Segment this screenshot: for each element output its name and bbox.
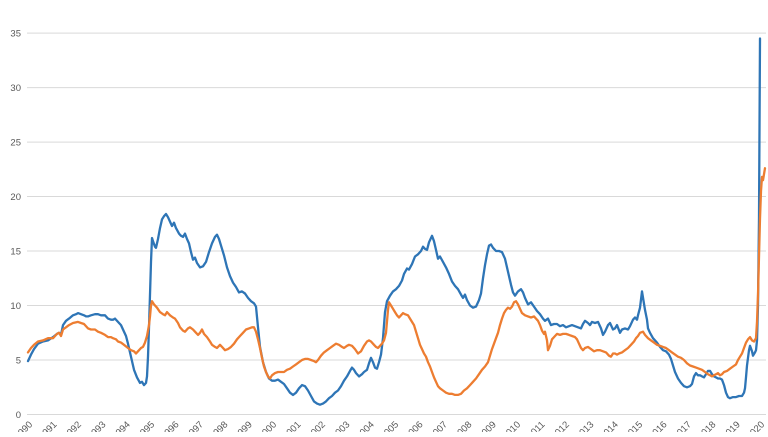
y-axis-label-25: 25	[10, 138, 21, 149]
y-axis-label-30: 30	[10, 83, 21, 94]
series-2-orange-line	[26, 167, 767, 397]
x-axis-label-1991: 1991	[37, 419, 60, 432]
x-axis-label-2020: 2020	[744, 419, 767, 432]
x-axis-label-2019: 2019	[720, 419, 743, 432]
x-axis-label-2009: 2009	[476, 419, 499, 432]
x-axis-label-2012: 2012	[549, 419, 572, 432]
x-axis-label-2001: 2001	[281, 419, 304, 432]
x-axis-label-2004: 2004	[354, 419, 377, 432]
x-axis-label-2017: 2017	[671, 419, 694, 432]
x-axis-label-2002: 2002	[305, 419, 328, 432]
y-axis-label-15: 15	[10, 246, 21, 257]
x-axis-label-2006: 2006	[403, 419, 426, 432]
y-axis-label-10: 10	[10, 301, 21, 312]
x-axis-label-1990: 1990	[12, 419, 35, 432]
gridlines	[27, 32, 766, 415]
x-axis-label-2007: 2007	[427, 419, 450, 432]
series-1-blue-line	[26, 37, 762, 406]
series-lines	[26, 37, 767, 406]
x-axis-label-2013: 2013	[574, 419, 597, 432]
x-axis-label-1997: 1997	[183, 419, 206, 432]
x-axis-label-1993: 1993	[86, 419, 109, 432]
x-axis-label-2010: 2010	[500, 419, 523, 432]
x-axis-label-2005: 2005	[378, 419, 401, 432]
y-axis-label-35: 35	[10, 29, 21, 40]
y-axis-label-20: 20	[10, 192, 21, 203]
y-axis-labels: 0 5 10 15 20 25 30 35	[10, 29, 21, 421]
x-axis-label-2016: 2016	[647, 419, 670, 432]
x-axis-label-1995: 1995	[134, 419, 157, 432]
x-axis-label-2000: 2000	[256, 419, 279, 432]
x-axis-labels: 1990 1991 1992 1993 1994 1995 1996 1997 1998 1999…	[12, 419, 767, 437]
x-axis-label-2011: 2011	[525, 419, 547, 432]
x-axis-label-1996: 1996	[159, 419, 182, 432]
x-axis-label-2018: 2018	[696, 419, 719, 432]
x-axis-label-2015: 2015	[622, 419, 645, 432]
y-axis-label-5: 5	[16, 355, 21, 366]
x-axis-label-1992: 1992	[61, 419, 84, 432]
x-axis-label-1994: 1994	[110, 419, 133, 432]
x-axis-label-1999: 1999	[232, 419, 255, 432]
x-axis-label-2014: 2014	[598, 419, 621, 432]
x-axis-label-2008: 2008	[452, 419, 475, 432]
x-axis-label-1998: 1998	[208, 419, 231, 432]
x-axis-label-2003: 2003	[330, 419, 353, 432]
y-axis-label-0: 0	[16, 410, 21, 421]
